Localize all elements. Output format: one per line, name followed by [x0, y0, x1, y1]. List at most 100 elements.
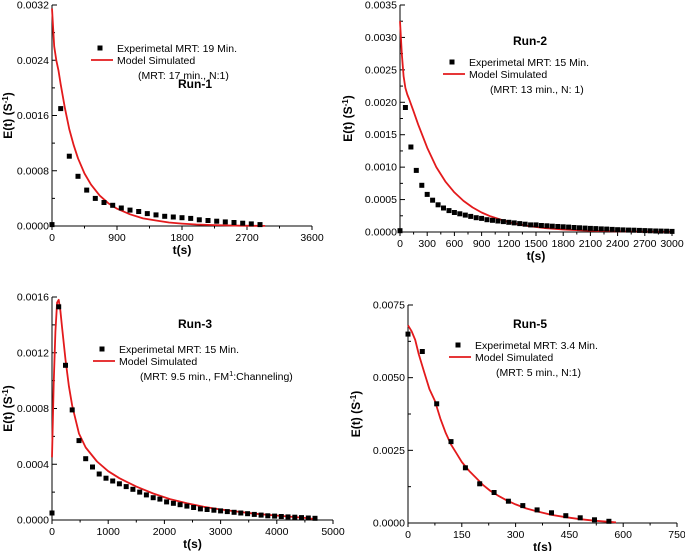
legend-model-label: Model Simulated: [469, 69, 547, 81]
experimental-point: [49, 222, 55, 228]
experimental-point: [434, 401, 440, 407]
legend-experimental-marker: [99, 346, 105, 352]
experimental-point: [222, 219, 228, 225]
experimental-point: [533, 222, 539, 228]
experimental-point: [170, 214, 176, 220]
experimental-point: [58, 106, 64, 112]
legend-experimental-label: Experimetal MRT: 15 Min.: [119, 344, 239, 356]
legend-experimental-marker: [449, 59, 455, 65]
experimental-point: [534, 507, 540, 513]
experimental-point: [103, 475, 109, 481]
y-tick-label: 0.0050: [373, 372, 405, 384]
experimental-point: [587, 225, 593, 231]
experimental-point: [491, 490, 497, 495]
x-tick-label: 900: [473, 238, 491, 250]
experimental-point: [500, 219, 506, 225]
experimental-point: [224, 509, 230, 515]
experimental-point: [197, 506, 203, 512]
x-tick-label: 300: [418, 238, 436, 250]
x-tick-label: 3600: [300, 232, 324, 244]
y-tick-label: 0.0012: [17, 347, 49, 359]
experimental-point: [520, 503, 526, 509]
x-tick-label: 600: [614, 529, 632, 541]
y-tick-label: 0.0030: [365, 32, 397, 44]
x-tick-label: 0: [397, 238, 403, 250]
y-axis-title-main: E(t) (S: [1, 396, 15, 431]
experimental-point: [162, 213, 168, 219]
experimental-point: [549, 223, 555, 229]
experimental-point: [144, 211, 150, 217]
experimental-point: [116, 481, 122, 487]
legend-note: (MRT: 5 min., N:1): [496, 367, 581, 379]
experimental-point: [620, 227, 626, 233]
experimental-point: [123, 484, 129, 490]
y-tick-label: 0.0032: [17, 0, 49, 12]
experimental-point: [157, 496, 163, 502]
y-axis-title: E(t) (S-1): [341, 95, 356, 141]
experimental-point: [69, 407, 75, 413]
x-tick-label: 1200: [497, 238, 521, 250]
experimental-point: [669, 228, 675, 234]
x-axis-title: t(s): [173, 243, 192, 257]
experimental-point: [544, 223, 550, 229]
y-tick-label: 0.0004: [17, 459, 49, 471]
y-tick-label: 0.0024: [17, 55, 49, 67]
experimental-point: [211, 507, 217, 513]
experimental-point: [84, 187, 90, 193]
experimental-point: [626, 227, 631, 233]
experimental-point: [505, 498, 511, 504]
x-tick-label: 2700: [633, 238, 657, 250]
x-tick-label: 900: [108, 232, 126, 244]
experimental-point: [517, 221, 523, 227]
x-tick-label: 1000: [97, 526, 121, 538]
experimental-point: [238, 510, 244, 516]
experimental-point: [49, 510, 55, 516]
experimental-point: [592, 517, 597, 523]
x-tick-label: 1800: [170, 232, 194, 244]
x-tick-label: 3000: [660, 238, 684, 250]
x-tick-label: 2400: [606, 238, 630, 250]
experimental-point: [490, 217, 495, 223]
experimental-point: [511, 220, 517, 226]
x-tick-label: 0: [49, 526, 55, 538]
y-tick-label: 0.0016: [17, 110, 49, 122]
experimental-point: [609, 226, 615, 232]
experimental-point: [204, 507, 210, 512]
y-tick-label: 0.0000: [17, 221, 49, 233]
experimental-point: [582, 225, 588, 231]
legend-experimental-marker: [97, 45, 103, 51]
y-tick-label: 0.0016: [17, 292, 49, 304]
experimental-point: [170, 500, 176, 506]
experimental-point: [549, 510, 554, 516]
experimental-point: [214, 218, 220, 224]
experimental-point: [664, 228, 670, 234]
y-tick-label: 0.0000: [17, 515, 49, 527]
x-tick-label: 300: [507, 529, 525, 541]
y-axis-title-main: E(t) (S: [349, 402, 363, 437]
y-tick-label: 0.0075: [373, 300, 405, 312]
experimental-point: [473, 215, 479, 221]
experimental-point: [495, 218, 501, 224]
experimental-point: [435, 202, 441, 208]
experimental-point: [83, 456, 89, 462]
experimental-point: [265, 513, 271, 519]
experimental-point: [76, 438, 82, 444]
x-tick-label: 1500: [524, 238, 548, 250]
y-axis-title: E(t) (S-1): [1, 92, 16, 138]
experimental-point: [278, 514, 284, 519]
y-tick-label: 0.0025: [373, 445, 405, 457]
legend-note: (MRT: 13 min., N: 1): [490, 84, 584, 96]
y-tick-label: 0.0025: [365, 64, 397, 76]
experimental-point: [245, 511, 251, 517]
experimental-point: [299, 515, 304, 521]
legend-experimental-label: Experimetal MRT: 15 Min.: [469, 57, 589, 69]
y-axis-title: E(t) (S-1): [1, 385, 16, 431]
legend-note-sup: 1: [229, 369, 233, 378]
experimental-point: [56, 304, 62, 310]
x-tick-label: 150: [453, 529, 471, 541]
legend-note-suffix: :Channeling): [233, 371, 293, 383]
experimental-point: [101, 200, 107, 205]
experimental-point: [448, 439, 454, 445]
x-tick-label: 2700: [235, 232, 259, 244]
legend-model-label: Model Simulated: [475, 352, 553, 364]
